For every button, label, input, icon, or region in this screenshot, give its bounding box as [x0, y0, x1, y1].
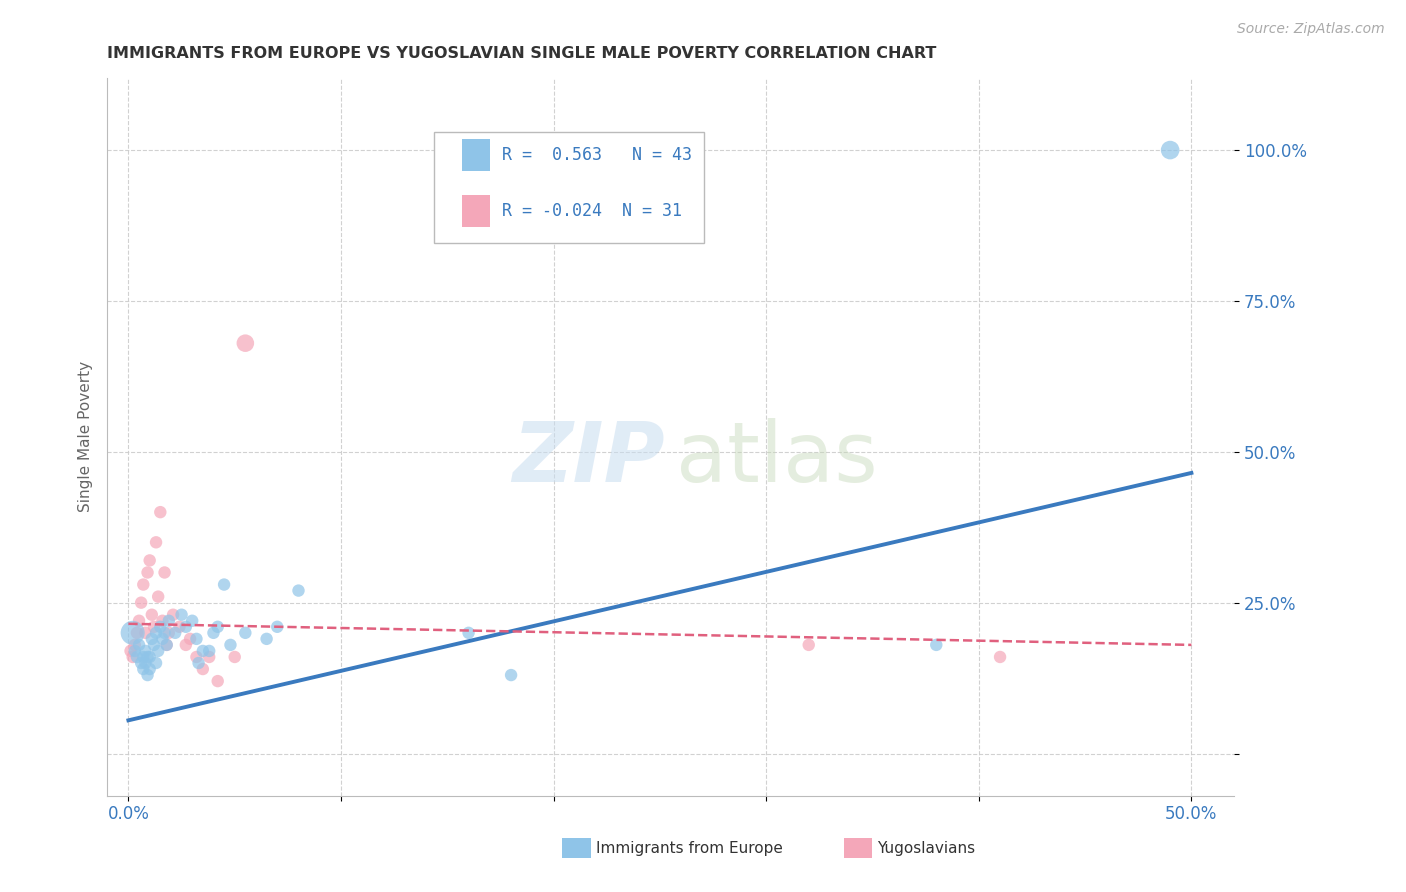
Point	[129, 596, 152, 610]
Point	[198, 644, 221, 658]
Point	[457, 625, 479, 640]
Point	[142, 638, 165, 652]
Point	[1159, 143, 1181, 157]
Point	[174, 638, 197, 652]
Text: IMMIGRANTS FROM EUROPE VS YUGOSLAVIAN SINGLE MALE POVERTY CORRELATION CHART: IMMIGRANTS FROM EUROPE VS YUGOSLAVIAN SI…	[107, 46, 936, 62]
Point	[207, 674, 229, 689]
Point	[138, 650, 160, 665]
Point	[134, 625, 156, 640]
Point	[129, 656, 152, 670]
Text: R =  0.563   N = 43: R = 0.563 N = 43	[502, 146, 692, 164]
Point	[179, 632, 201, 646]
Point	[141, 607, 163, 622]
Text: ZIP: ZIP	[512, 417, 665, 499]
Text: Source: ZipAtlas.com: Source: ZipAtlas.com	[1237, 22, 1385, 37]
Point	[149, 620, 172, 634]
Point	[134, 656, 156, 670]
Point	[142, 620, 165, 634]
Point	[152, 614, 174, 628]
Point	[145, 656, 167, 670]
Point	[181, 614, 204, 628]
Point	[186, 650, 208, 665]
Point	[156, 638, 179, 652]
Point	[186, 632, 208, 646]
Point	[202, 625, 225, 640]
Point	[162, 607, 184, 622]
Point	[121, 650, 143, 665]
Bar	[463, 194, 491, 227]
Point	[925, 638, 948, 652]
Point	[125, 650, 148, 665]
Point	[157, 614, 180, 628]
Point	[125, 625, 148, 640]
Point	[266, 620, 288, 634]
Point	[191, 644, 214, 658]
Point	[132, 650, 155, 665]
Point	[170, 607, 193, 622]
FancyBboxPatch shape	[434, 131, 704, 243]
Point	[233, 336, 256, 351]
Point	[212, 577, 235, 591]
Point	[207, 620, 229, 634]
Point	[136, 566, 159, 580]
Point	[501, 668, 523, 682]
Point	[148, 644, 170, 658]
Point	[224, 650, 246, 665]
Point	[169, 620, 191, 634]
Point	[233, 625, 256, 640]
Point	[124, 644, 146, 658]
Point	[128, 638, 150, 652]
Text: R = -0.024  N = 31: R = -0.024 N = 31	[502, 202, 682, 219]
Point	[124, 638, 146, 652]
Point	[128, 614, 150, 628]
Point	[148, 590, 170, 604]
Point	[120, 644, 142, 658]
Point	[174, 620, 197, 634]
Point	[138, 662, 160, 676]
Point	[134, 644, 156, 658]
Point	[149, 505, 172, 519]
Point	[153, 625, 176, 640]
Point	[287, 583, 309, 598]
Point	[198, 650, 221, 665]
Point	[141, 632, 163, 646]
Y-axis label: Single Male Poverty: Single Male Poverty	[79, 361, 93, 512]
Point	[988, 650, 1011, 665]
Point	[153, 566, 176, 580]
Point	[191, 662, 214, 676]
Point	[138, 553, 160, 567]
Point	[165, 625, 187, 640]
Point	[187, 656, 209, 670]
Point	[121, 625, 143, 640]
Point	[132, 577, 155, 591]
Point	[157, 625, 180, 640]
Text: Yugoslavians: Yugoslavians	[877, 841, 976, 855]
Point	[256, 632, 278, 646]
Point	[136, 650, 159, 665]
Point	[156, 638, 179, 652]
Point	[797, 638, 820, 652]
Point	[132, 662, 155, 676]
Point	[152, 632, 174, 646]
Point	[136, 668, 159, 682]
Text: atlas: atlas	[676, 417, 877, 499]
Point	[145, 535, 167, 549]
Text: Immigrants from Europe: Immigrants from Europe	[596, 841, 783, 855]
Point	[219, 638, 242, 652]
Bar	[463, 138, 491, 171]
Point	[145, 625, 167, 640]
